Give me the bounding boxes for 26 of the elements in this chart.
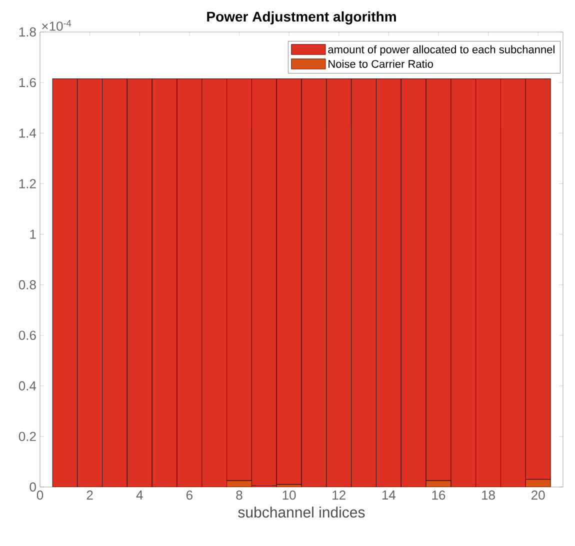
y-tick-label: 1	[30, 230, 36, 239]
x-tick-label: 4	[136, 490, 143, 500]
y-tick-label: 0.6	[18, 330, 36, 340]
legend-label: Noise to Carrier Ratio	[328, 60, 433, 68]
x-tick-label: 2	[86, 490, 93, 500]
legend-label: amount of power allocated to each subchannel	[328, 45, 554, 56]
x-axis-title: subchannel indices	[238, 506, 365, 518]
y-tick-label: 1.8	[19, 27, 36, 37]
y-tick-label: 1.6	[19, 78, 36, 88]
y-tick-label: 1.4	[19, 128, 36, 138]
x-tick-label: 10	[282, 490, 296, 500]
x-tick-label: 6	[186, 490, 192, 500]
x-tick-label: 12	[332, 490, 346, 500]
y-tick-label: 0.4	[18, 381, 36, 390]
y-tick-label: 0.2	[18, 432, 36, 442]
x-tick-label: 16	[432, 490, 446, 500]
x-tick-label: 8	[236, 490, 242, 500]
chart-title: Power Adjustment algorithm	[207, 11, 396, 24]
y-tick-label: 1.2	[19, 179, 36, 188]
x-tick-label: 0	[36, 490, 44, 500]
y-tick-label: 0.8	[18, 280, 36, 290]
text: ×10$^{-4}$	[42, 20, 72, 31]
x-tick-label: 18	[482, 490, 495, 500]
y-tick-label: 0	[30, 482, 36, 492]
x-tick-label: 20	[532, 490, 545, 500]
x-tick-label: 14	[382, 490, 396, 500]
